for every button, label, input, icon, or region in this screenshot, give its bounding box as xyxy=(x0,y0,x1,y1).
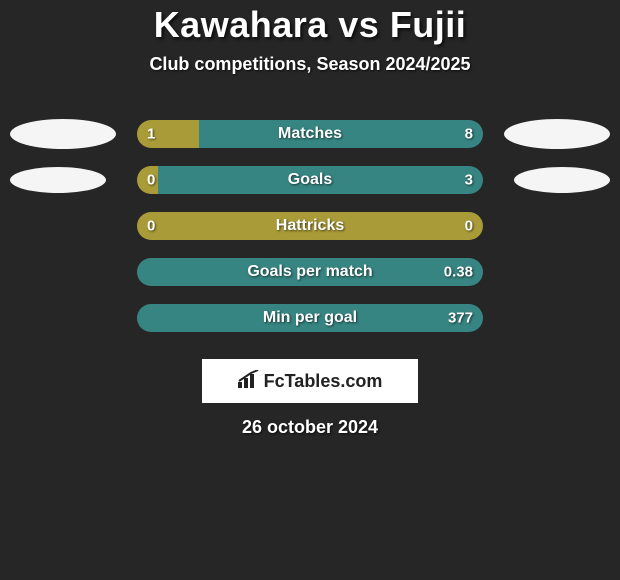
stat-label: Goals xyxy=(288,171,332,189)
stat-value-right: 377 xyxy=(448,310,473,327)
subtitle: Club competitions, Season 2024/2025 xyxy=(0,54,620,75)
team-badge-left xyxy=(10,119,116,149)
logo: FcTables.com xyxy=(238,370,383,393)
stat-bar: Hattricks 0 0 xyxy=(137,212,483,240)
stat-rows: Matches 1 8 Goals 0 3 Hattricks 0 0 Goals per mat… xyxy=(0,111,620,341)
stat-value-right: 3 xyxy=(465,172,473,189)
stat-value-left: 1 xyxy=(147,126,155,143)
stat-row: Hattricks 0 0 xyxy=(0,203,620,249)
logo-text: FcTables.com xyxy=(264,371,383,392)
stat-row: Goals 0 3 xyxy=(0,157,620,203)
team-badge-right xyxy=(514,167,610,193)
stat-row: Goals per match 0.38 xyxy=(0,249,620,295)
stat-bar: Goals 0 3 xyxy=(137,166,483,194)
stat-bar: Matches 1 8 xyxy=(137,120,483,148)
stat-row: Matches 1 8 xyxy=(0,111,620,157)
stat-bar: Min per goal 377 xyxy=(137,304,483,332)
team-badge-right xyxy=(504,119,610,149)
stat-bar: Goals per match 0.38 xyxy=(137,258,483,286)
date-text: 26 october 2024 xyxy=(0,417,620,438)
page-title: Kawahara vs Fujii xyxy=(0,4,620,46)
stat-label: Min per goal xyxy=(263,309,357,327)
stat-row: Min per goal 377 xyxy=(0,295,620,341)
stat-value-right: 0.38 xyxy=(444,264,473,281)
stat-value-right: 8 xyxy=(465,126,473,143)
chart-icon xyxy=(238,370,260,393)
stat-label: Hattricks xyxy=(276,217,344,235)
stat-value-left: 0 xyxy=(147,172,155,189)
comparison-widget: Kawahara vs Fujii Club competitions, Sea… xyxy=(0,0,620,580)
stat-label: Matches xyxy=(278,125,342,143)
team-badge-left xyxy=(10,167,106,193)
logo-box[interactable]: FcTables.com xyxy=(202,359,418,403)
stat-value-right: 0 xyxy=(465,218,473,235)
stat-label: Goals per match xyxy=(247,263,372,281)
stat-value-left: 0 xyxy=(147,218,155,235)
